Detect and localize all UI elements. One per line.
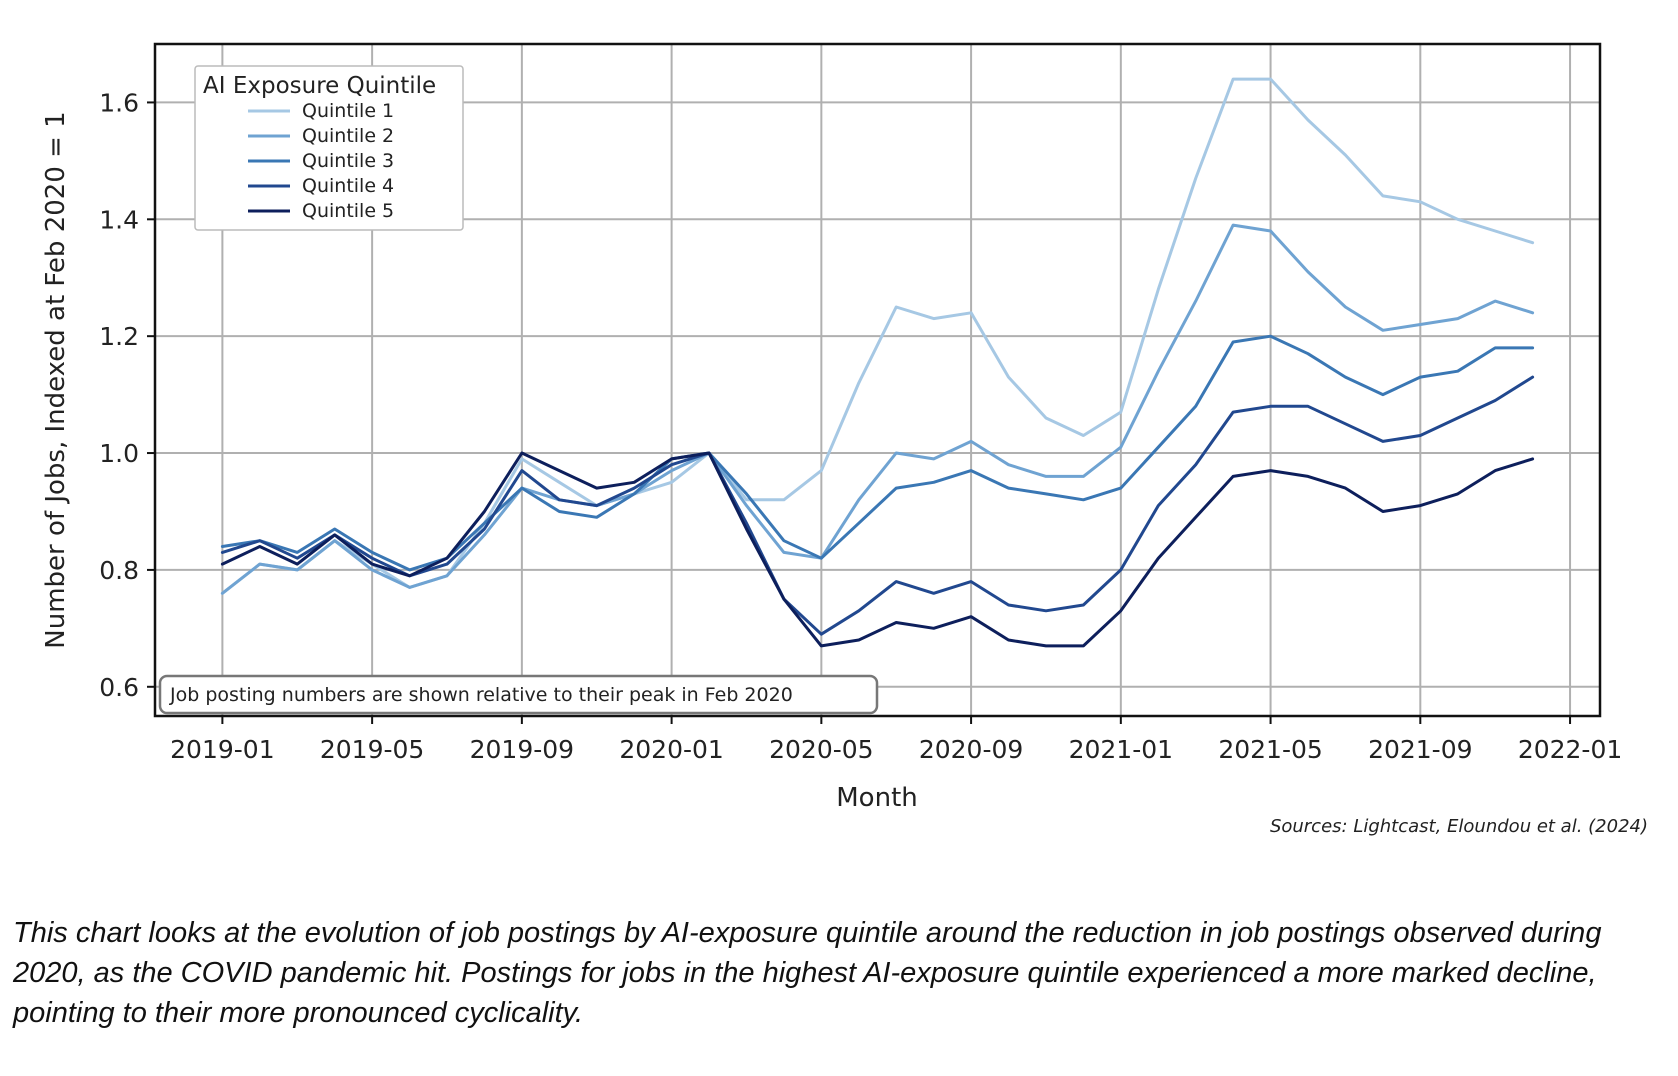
x-tick-label: 2019-01 <box>170 735 274 764</box>
x-tick-label: 2020-01 <box>619 735 723 764</box>
legend-label: Quintile 4 <box>302 175 394 197</box>
legend-label: Quintile 1 <box>302 100 394 122</box>
y-axis-label: Number of Jobs, Indexed at Feb 2020 = 1 <box>41 111 71 648</box>
line-chart: 2019-01 2019-05 2019-09 2020-01 2020-05 2020-… <box>41 42 1648 837</box>
series-lines <box>220 77 1535 648</box>
x-tick-label: 2021-09 <box>1368 735 1472 764</box>
legend-items: Quintile 1 Quintile 2 Quintile 3 Quintile 4… <box>248 100 394 222</box>
series-line-quintile-4 <box>220 375 1535 636</box>
legend-box <box>194 65 464 231</box>
y-tick-label: 1.2 <box>99 322 139 351</box>
annotation-text: Job posting numbers are shown relative t… <box>169 684 793 706</box>
y-tick-label: 1.4 <box>99 205 139 234</box>
x-tick-label: 2022-01 <box>1518 735 1622 764</box>
source-note: Sources: Lightcast, Eloundou et al. (202… <box>1270 816 1648 837</box>
y-tick-label: 0.6 <box>99 673 139 702</box>
series-line-quintile-2 <box>220 223 1535 595</box>
x-tick-label: 2019-09 <box>470 735 574 764</box>
series-line-quintile-5 <box>220 451 1535 648</box>
legend-label: Quintile 3 <box>302 150 394 172</box>
x-tick-label: 2021-01 <box>1069 735 1173 764</box>
legend-label: Quintile 2 <box>302 125 394 147</box>
annotation-frame <box>158 674 879 715</box>
y-tick-label: 1.0 <box>99 439 139 468</box>
legend-label: Quintile 5 <box>302 200 394 222</box>
legend: AI Exposure Quintile Quintile 1Quintile … <box>194 65 464 231</box>
legend-title: AI Exposure Quintile <box>203 73 436 99</box>
x-tick-label: 2020-09 <box>919 735 1023 764</box>
plot-frame <box>153 42 1602 718</box>
x-tick-label: 2019-05 <box>320 735 424 764</box>
y-axis-ticks: 0.6 0.8 1.0 1.2 1.4 1.6 <box>99 88 155 702</box>
x-tick-label: 2020-05 <box>769 735 873 764</box>
x-axis-label: Month <box>836 783 918 813</box>
x-tick-label: 2021-05 <box>1218 735 1322 764</box>
annotation-box: Job posting numbers are shown relative t… <box>158 674 879 715</box>
x-axis-ticks: 2019-01 2019-05 2019-09 2020-01 2020-05 2020-… <box>170 716 1622 764</box>
chart-caption: This chart looks at the evolution of job… <box>13 917 1602 1029</box>
y-tick-label: 0.8 <box>99 556 139 585</box>
y-tick-label: 1.6 <box>99 88 139 117</box>
